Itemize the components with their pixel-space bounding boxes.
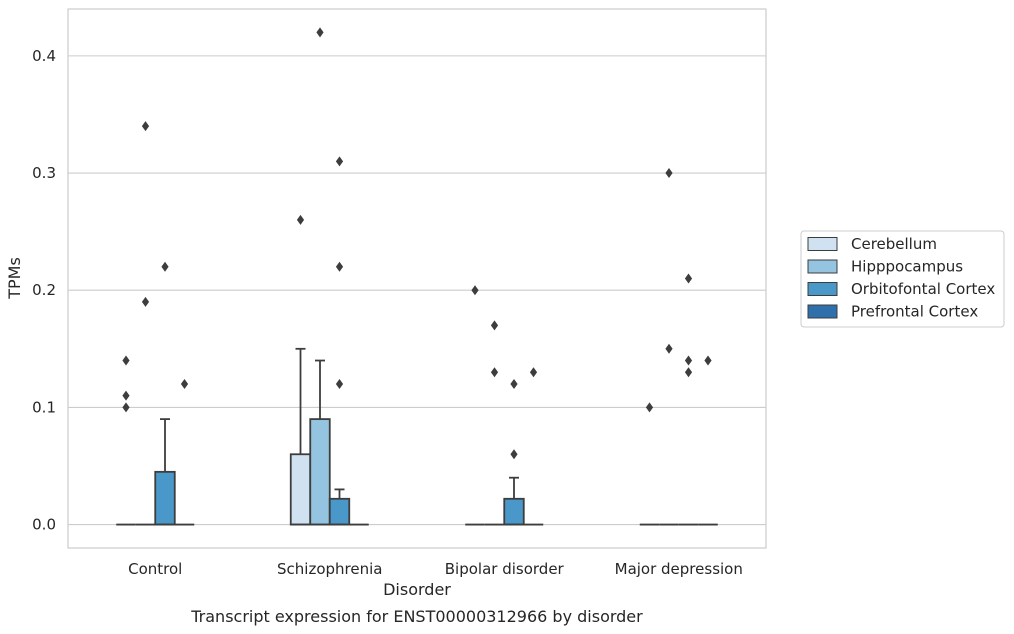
outlier-point	[335, 156, 344, 167]
box-plot-marks	[116, 347, 718, 526]
outlier-point	[141, 121, 150, 132]
y-axis-ticks: 0.0 0.1 0.2 0.3 0.4	[32, 47, 56, 534]
box-group	[154, 418, 176, 526]
legend-swatch	[807, 304, 838, 319]
y-tick-label: 0.0	[32, 516, 56, 534]
outlier-point	[122, 355, 130, 366]
y-tick-label: 0.1	[32, 398, 56, 416]
outlier-point	[490, 367, 499, 378]
outlier-point	[490, 320, 499, 331]
outlier-point	[684, 355, 693, 366]
outlier-point	[471, 285, 479, 296]
outlier-point	[665, 343, 673, 354]
legend-label: Hipppocampus	[851, 258, 963, 276]
box	[154, 470, 176, 526]
box-group	[503, 476, 525, 526]
legend-label: Prefrontal Cortex	[851, 303, 978, 321]
outlier-point	[529, 367, 538, 378]
legend-swatch	[807, 282, 838, 296]
x-axis-label: Disorder	[383, 580, 451, 599]
x-tick-label: Control	[128, 560, 182, 578]
outlier-point	[335, 378, 344, 389]
outlier-point	[316, 27, 324, 38]
x-tick-label: Bipolar disorder	[445, 560, 565, 578]
outlier-point	[296, 214, 305, 225]
x-axis-ticks: Control Schizophrenia Bipolar disorder Majo…	[128, 560, 743, 578]
box-group	[309, 359, 331, 526]
legend-label: Orbitofontal Cortex	[851, 280, 995, 298]
box	[328, 497, 351, 526]
outlier-point	[684, 367, 693, 378]
grid-lines	[68, 55, 766, 526]
box	[289, 453, 312, 526]
y-axis-label: TPMs	[5, 257, 24, 300]
outlier-point	[122, 402, 130, 413]
y-tick-label: 0.3	[32, 164, 56, 182]
outlier-point	[180, 378, 189, 389]
box	[503, 497, 525, 526]
outlier-point	[665, 168, 673, 179]
outlier-point	[141, 296, 150, 307]
x-tick-label: Schizophrenia	[277, 560, 382, 578]
legend-swatch	[807, 259, 838, 274]
y-tick-label: 0.4	[32, 47, 56, 65]
outlier-points	[122, 27, 712, 460]
outlier-point	[510, 378, 518, 389]
chart-caption: Transcript expression for ENST0000031296…	[190, 607, 643, 626]
box-group	[328, 488, 351, 526]
legend: Cerebellum Hipppocampus Orbitofontal Corte…	[800, 230, 1005, 328]
legend-frame	[800, 230, 1005, 328]
plot-frame	[67, 8, 767, 549]
outlier-point	[122, 390, 130, 401]
outlier-point	[645, 402, 654, 413]
outlier-point	[161, 261, 169, 272]
legend-swatch	[807, 237, 838, 251]
legend-label: Cerebellum	[851, 235, 937, 253]
outlier-point	[510, 449, 518, 460]
box-group	[289, 347, 312, 526]
outlier-point	[704, 355, 712, 366]
y-tick-label: 0.2	[32, 281, 56, 299]
outlier-point	[684, 273, 693, 284]
x-tick-label: Major depression	[615, 560, 743, 578]
box	[309, 418, 331, 526]
outlier-point	[335, 261, 344, 272]
